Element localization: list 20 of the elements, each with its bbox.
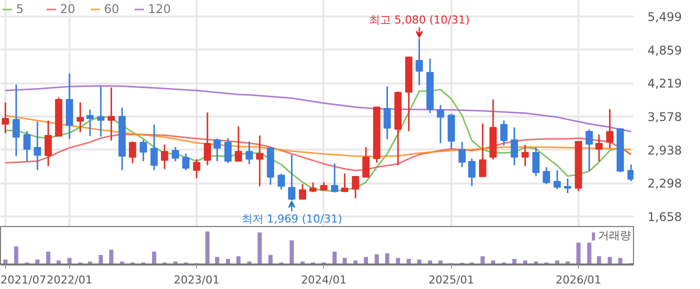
y-tick-label: 1,658 xyxy=(648,210,682,224)
x-tick-label: 2022/01 xyxy=(46,274,92,286)
x-tick-label: 2021/07 xyxy=(0,274,46,286)
y-tick-label: 5,499 xyxy=(648,10,682,24)
x-tick-label: 2026/01 xyxy=(556,274,602,286)
x-tick-label: 2023/01 xyxy=(174,274,220,286)
x-tick-label: 2024/01 xyxy=(300,274,347,286)
legend-label: 60 xyxy=(104,2,120,16)
y-tick-label: 4,219 xyxy=(648,76,682,91)
legend-label: 20 xyxy=(60,2,76,16)
annotation: 최고 5,080 (10/31) xyxy=(368,13,470,26)
y-tick-label: 3,578 xyxy=(648,110,682,124)
legend-label: 120 xyxy=(148,2,171,16)
x-tick-label: 2025/01 xyxy=(428,274,474,286)
y-tick-label: 2,938 xyxy=(648,143,682,158)
annotation: 최저 1,969 (10/31) xyxy=(241,212,342,226)
legend-label: 5 xyxy=(16,2,25,16)
legend-label: 거래량 xyxy=(598,228,631,243)
y-tick-label: 4,859 xyxy=(648,43,682,58)
y-tick-label: 2,298 xyxy=(648,176,682,191)
